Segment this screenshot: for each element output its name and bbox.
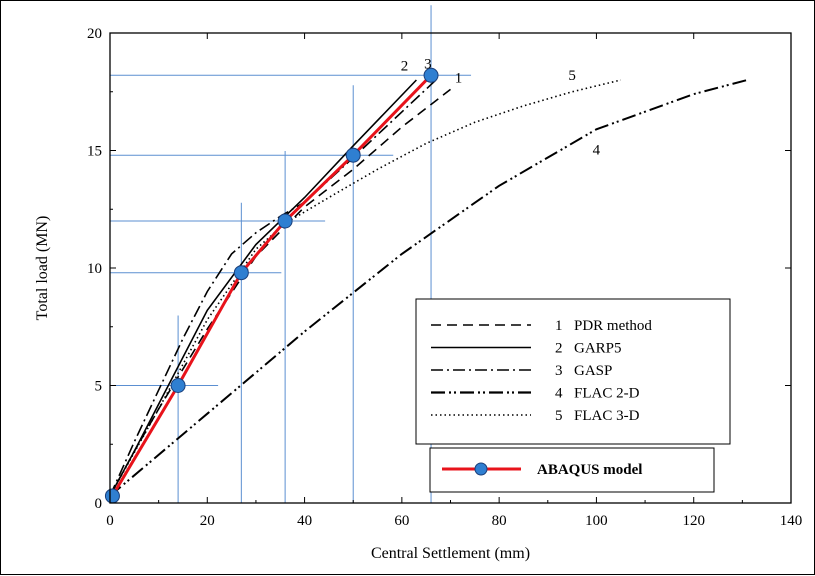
y-tick-label: 0 [95, 496, 103, 512]
abaqus-data-point [170, 378, 186, 393]
series-line-2 [109, 79, 417, 497]
y-tick-label: 10 [87, 261, 102, 277]
legend-number: 5 [555, 408, 563, 424]
legend-number: 3 [555, 363, 563, 379]
x-tick-label: 20 [200, 513, 215, 529]
x-tick-label: 100 [585, 513, 608, 529]
legend-label: GARP5 [574, 341, 622, 357]
legend-number: 4 [555, 386, 563, 402]
x-tick-label: 60 [394, 513, 409, 529]
y-tick-label: 15 [87, 144, 102, 160]
x-axis-label: Central Settlement (mm) [371, 545, 530, 562]
series-line-1 [109, 88, 451, 497]
abaqus-data-point [277, 213, 293, 229]
axis-ticks [109, 32, 792, 504]
x-tick-label: 140 [780, 513, 803, 529]
legend-abaqus-label: ABAQUS model [537, 462, 642, 478]
legend-box [415, 298, 731, 445]
series-line-abaqus [111, 74, 433, 497]
x-tick-label: 120 [682, 513, 705, 529]
x-tick-label: 0 [106, 513, 114, 529]
series-line-4 [109, 79, 748, 497]
legend-items: 1 PDR method 2 GARP5 3 GASP 4 FLAC 2-D 5 FLAC 3-D [431, 318, 652, 424]
y-axis-label: Total load (MN) [34, 216, 51, 321]
curve-label-5: 5 [568, 68, 576, 84]
abaqus-markers [104, 67, 439, 504]
x-tick-label: 80 [492, 513, 507, 529]
legend-abaqus-marker [474, 462, 488, 476]
curve-label-4: 4 [593, 142, 601, 158]
abaqus-data-point [345, 147, 361, 163]
abaqus-data-point [233, 265, 249, 281]
curve-label-3: 3 [424, 56, 432, 72]
y-tick-label: 20 [87, 26, 102, 42]
x-tick-label: 40 [297, 513, 312, 529]
abaqus-data-point [423, 67, 439, 83]
legend: 1 PDR method 2 GARP5 3 GASP 4 FLAC 2-D 5 FLAC 3-D… [415, 298, 731, 493]
curve-label-2: 2 [401, 59, 409, 75]
legend-label: FLAC 2-D [574, 386, 640, 402]
curves [109, 74, 748, 497]
curve-label-1: 1 [455, 70, 463, 86]
reference-lines [110, 5, 472, 503]
curve-labels: 12 345 [401, 56, 601, 158]
legend-label: GASP [574, 363, 612, 379]
abaqus-data-point [104, 488, 120, 504]
series-line-3 [109, 79, 437, 497]
legend-label: FLAC 3-D [574, 408, 640, 424]
legend-number: 2 [555, 341, 563, 357]
legend-label: PDR method [574, 318, 652, 334]
legend-number: 1 [555, 318, 563, 334]
y-tick-label: 5 [95, 379, 103, 395]
